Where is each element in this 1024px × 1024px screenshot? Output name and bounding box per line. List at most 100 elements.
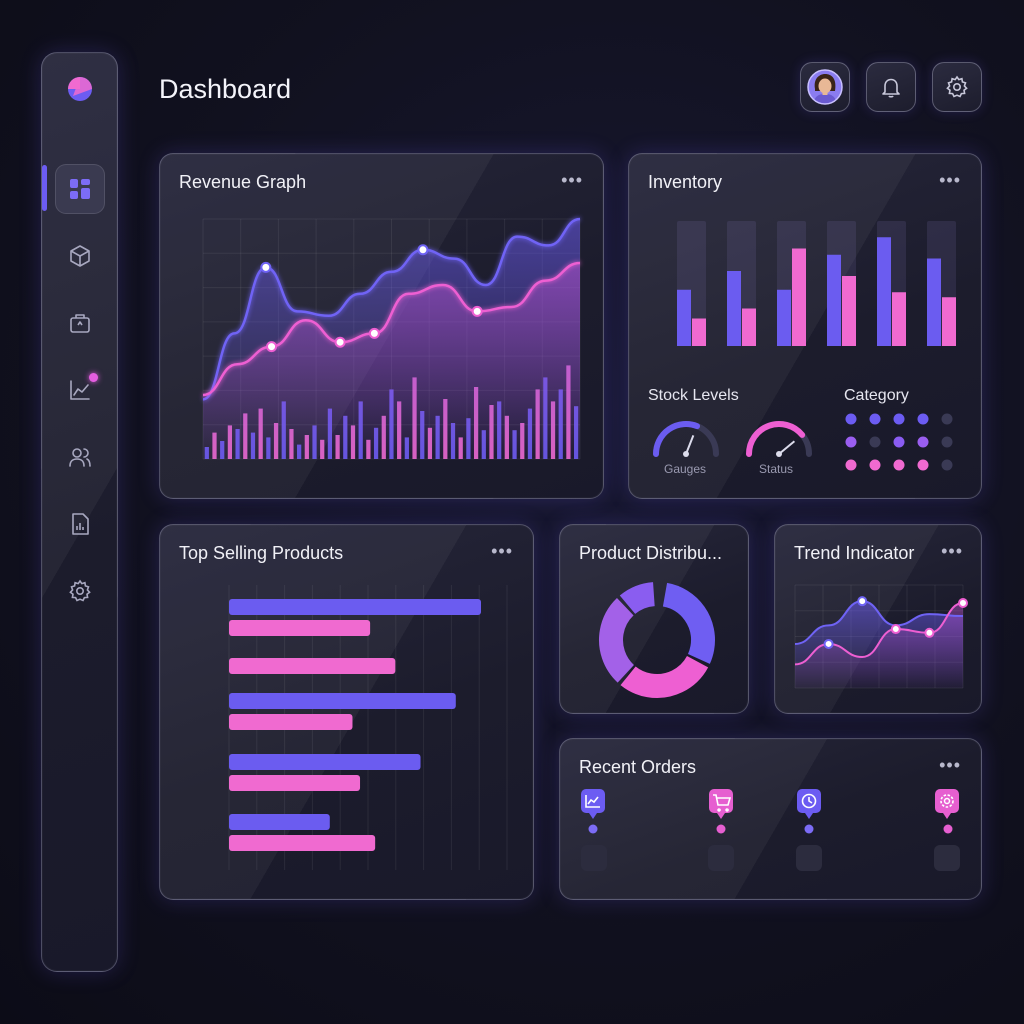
timeline-slot xyxy=(581,845,607,871)
gauges-label: Gauges xyxy=(664,462,707,476)
series-line xyxy=(202,217,581,401)
point xyxy=(334,336,346,348)
active-indicator xyxy=(42,165,47,211)
category-dot xyxy=(869,413,881,425)
top-selling-title: Top Selling Products xyxy=(179,543,344,563)
status-label: Status xyxy=(759,462,794,476)
revenue-title: Revenue Graph xyxy=(179,172,307,192)
point xyxy=(417,244,429,256)
gauge-fill xyxy=(653,421,701,457)
category-dot xyxy=(917,413,929,425)
avatar xyxy=(807,69,843,105)
point xyxy=(823,638,834,649)
timeline-step-clock[interactable] xyxy=(796,789,822,871)
point xyxy=(890,624,901,635)
orders-card: Recent Orders ••• xyxy=(559,738,982,900)
category-dot xyxy=(845,459,857,471)
top-selling-menu-button[interactable]: ••• xyxy=(491,541,513,561)
sidebar-item-analytics[interactable] xyxy=(55,365,105,415)
notification-badge xyxy=(89,373,98,382)
gear-icon xyxy=(68,579,92,603)
orders-menu-button[interactable]: ••• xyxy=(939,755,961,775)
timeline-step-cart[interactable] xyxy=(708,789,734,871)
settings-button[interactable] xyxy=(932,62,982,112)
trend-card: Trend Indicator ••• xyxy=(774,524,982,714)
point xyxy=(958,598,968,609)
category-dot xyxy=(845,413,857,425)
gear-icon xyxy=(945,75,969,99)
timeline-step-analytics[interactable] xyxy=(581,789,607,871)
revenue-card: Revenue Graph ••• xyxy=(159,153,604,499)
timeline-step-settings[interactable] xyxy=(934,789,960,871)
gauge-hub xyxy=(683,451,689,457)
profile-button[interactable] xyxy=(800,62,850,112)
box-icon xyxy=(68,244,92,268)
series-line xyxy=(794,600,964,645)
distribution-card: Product Distribu... xyxy=(559,524,749,714)
bar xyxy=(777,289,791,346)
timeline-slot xyxy=(796,845,822,871)
timeline-slot xyxy=(934,845,960,871)
clock-icon xyxy=(801,793,817,809)
pie-slice xyxy=(599,582,715,698)
gauge-hub xyxy=(776,451,782,457)
gauge-fill xyxy=(746,421,806,457)
bar xyxy=(677,289,691,346)
trend-menu-button[interactable]: ••• xyxy=(941,541,963,561)
sidebar-item-settings[interactable] xyxy=(55,566,105,616)
top-selling-card: Top Selling Products ••• xyxy=(159,524,534,900)
revenue-chart xyxy=(202,217,581,460)
bar xyxy=(229,658,396,674)
sidebar-item-products[interactable] xyxy=(55,231,105,281)
inventory-title: Inventory xyxy=(648,172,723,192)
bar xyxy=(892,292,906,346)
analytics-icon xyxy=(585,795,600,808)
series-line xyxy=(202,261,581,397)
bar xyxy=(727,271,741,346)
bar xyxy=(842,276,856,346)
briefcase-icon xyxy=(68,311,92,335)
timeline-slot xyxy=(708,845,734,871)
bar xyxy=(742,308,756,346)
category-dot xyxy=(893,413,905,425)
bar xyxy=(792,248,806,346)
inventory-menu-button[interactable]: ••• xyxy=(939,170,961,190)
sidebar-item-reports[interactable] xyxy=(55,499,105,549)
bar xyxy=(229,754,421,770)
revenue-menu-button[interactable]: ••• xyxy=(561,170,583,190)
users-icon xyxy=(68,445,92,469)
inventory-chart xyxy=(653,221,956,471)
sidebar xyxy=(41,52,118,972)
bar xyxy=(229,835,376,851)
stock-levels-label: Stock Levels xyxy=(648,387,739,404)
notifications-button[interactable] xyxy=(866,62,916,112)
bar xyxy=(692,318,706,346)
category-dot xyxy=(941,413,953,425)
category-dot xyxy=(845,436,857,448)
trend-title: Trend Indicator xyxy=(794,543,915,563)
sidebar-item-users[interactable] xyxy=(55,432,105,482)
point xyxy=(266,341,278,353)
category-dot xyxy=(869,436,881,448)
bar xyxy=(229,693,456,709)
sidebar-item-dashboard[interactable] xyxy=(55,164,105,214)
bar xyxy=(229,775,361,791)
trend-chart xyxy=(794,584,968,689)
point xyxy=(857,596,868,607)
analytics-icon xyxy=(68,378,92,402)
category-dot xyxy=(869,459,881,471)
point xyxy=(368,327,380,339)
pie-slice xyxy=(599,582,715,698)
orders-title: Recent Orders xyxy=(579,757,697,777)
page-title: Dashboard xyxy=(159,74,292,104)
bar xyxy=(229,620,371,636)
bar xyxy=(927,258,941,346)
gauge-needle xyxy=(778,440,796,455)
bar xyxy=(229,814,330,830)
category-dot xyxy=(893,436,905,448)
gear-icon xyxy=(940,794,954,808)
sidebar-item-orders[interactable] xyxy=(55,298,105,348)
distribution-title: Product Distribu... xyxy=(579,543,723,563)
bar xyxy=(877,237,891,346)
category-dot xyxy=(917,459,929,471)
